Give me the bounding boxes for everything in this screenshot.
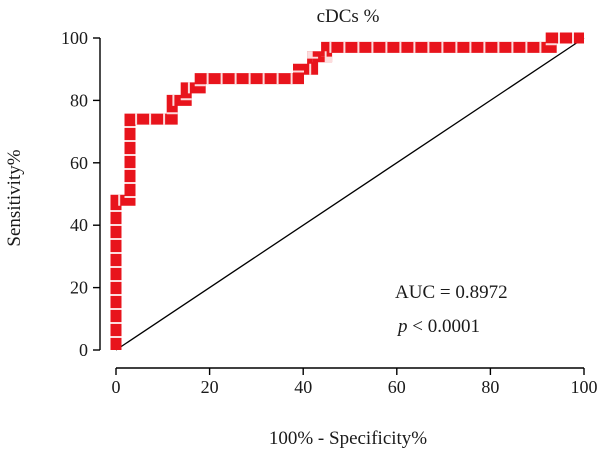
- x-tick-label: 100: [571, 377, 598, 397]
- p-value-annotation: p < 0.0001: [396, 316, 480, 337]
- y-tick-label: 60: [70, 153, 88, 173]
- x-tick-label: 20: [201, 377, 219, 397]
- x-axis-label: 100% - Specificity%: [269, 428, 427, 449]
- x-tick-label: 80: [481, 377, 499, 397]
- y-tick-label: 80: [70, 90, 88, 110]
- p-value-text: < 0.0001: [408, 316, 480, 337]
- chart-title: cDCs %: [317, 6, 380, 27]
- y-tick-label: 100: [61, 28, 88, 48]
- x-tick-label: 60: [388, 377, 406, 397]
- reference-diagonal-line: [115, 37, 585, 351]
- x-tick-label: 0: [112, 377, 121, 397]
- y-tick-label: 0: [79, 340, 88, 360]
- series-layer: [110, 32, 585, 351]
- y-tick-label: 20: [70, 278, 88, 298]
- auc-annotation: AUC = 0.8972: [395, 282, 508, 303]
- roc-curve-segment-gaps: [110, 32, 584, 350]
- p-symbol: p: [396, 316, 408, 337]
- x-tick-label: 40: [294, 377, 312, 397]
- axes: 0 20 40 60 80 100 0 20 40 60 80 100: [61, 28, 598, 397]
- y-axis-label: Sensitivity%: [4, 149, 25, 246]
- y-tick-label: 40: [70, 215, 88, 235]
